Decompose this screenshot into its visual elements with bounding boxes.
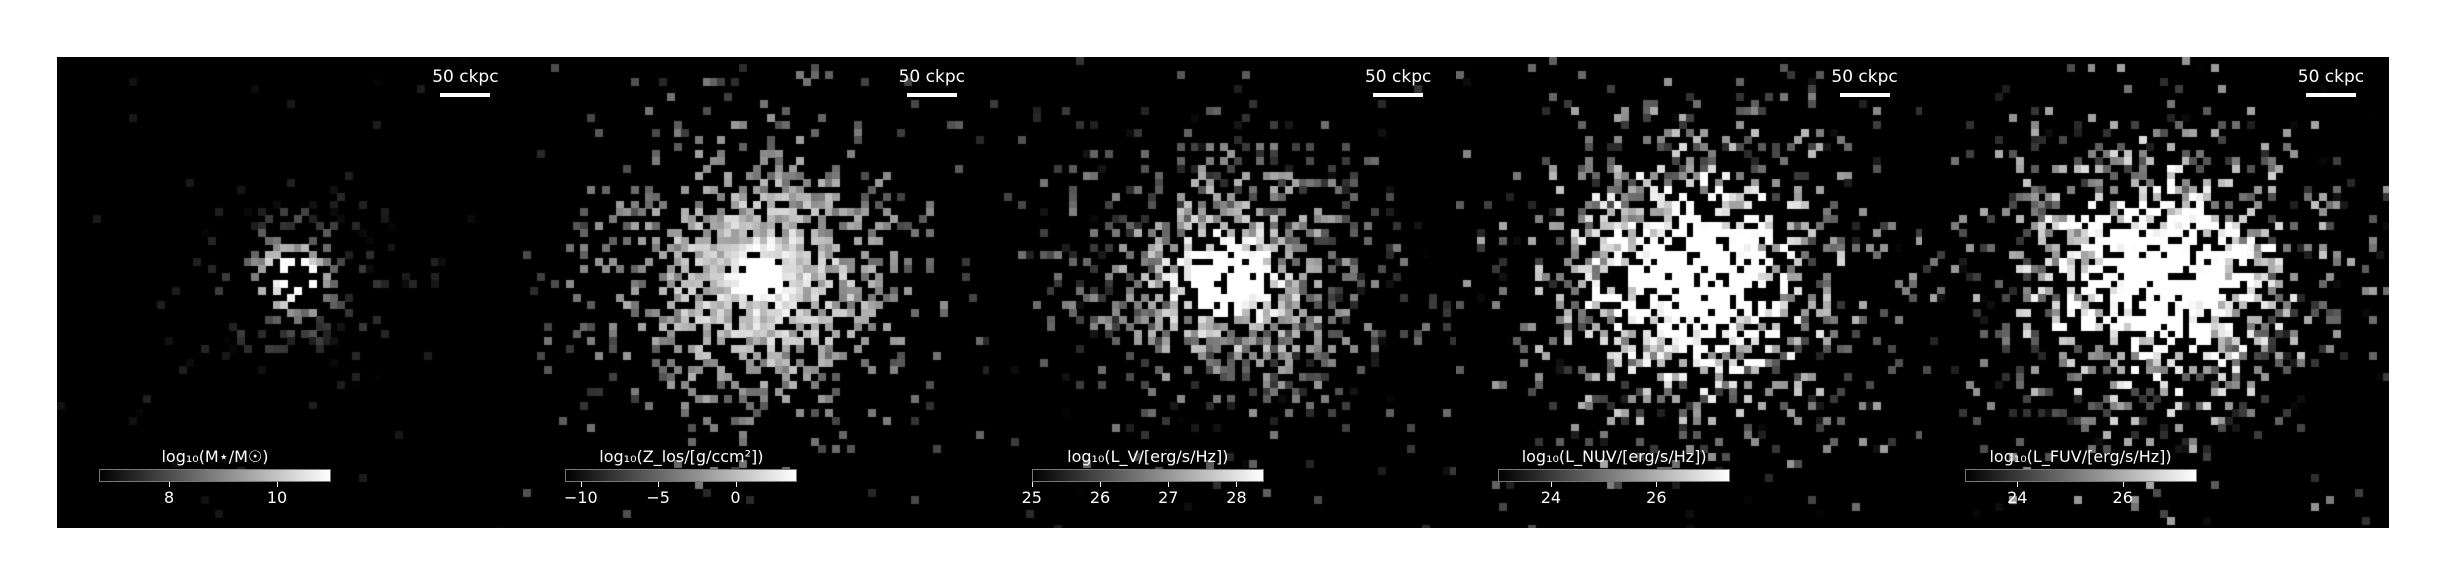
colorbar-tick bbox=[658, 482, 660, 487]
colorbar-ticks: 25 26 27 28 bbox=[1022, 482, 1264, 507]
colorbar-tick-label: −5 bbox=[646, 488, 670, 507]
colorbar-tick bbox=[169, 482, 171, 487]
scalebar-line bbox=[2305, 93, 2356, 97]
colorbar-tick bbox=[1031, 482, 1033, 487]
colorbar-tick-label: 24 bbox=[1540, 488, 1562, 507]
colorbar-tick bbox=[1100, 482, 1102, 487]
colorbar-tick bbox=[1236, 482, 1238, 487]
colorbar-tick bbox=[277, 482, 279, 487]
scalebar-label: 50 ckpc bbox=[898, 67, 965, 87]
scalebar: 50 ckpc bbox=[425, 67, 505, 97]
colorbar-ticks: 24 26 bbox=[1498, 482, 1730, 507]
colorbar-label: log₁₀(M⋆/M☉) bbox=[161, 447, 269, 466]
scalebar: 50 ckpc bbox=[1825, 67, 1905, 97]
scalebar: 50 ckpc bbox=[2291, 67, 2371, 97]
colorbar-ticks: −10 −5 0 bbox=[563, 482, 797, 507]
panel-stellar-mass: 50 ckpc log₁₀(M⋆/M☉) 8 10 bbox=[57, 57, 523, 528]
panel-metal-column: 50 ckpc log₁₀(Z_los/[g/ccm²]) −10 −5 0 bbox=[523, 57, 990, 528]
colorbar: log₁₀(L_NUV/[erg/s/Hz]) 24 26 bbox=[1498, 447, 1731, 507]
image-strip: 50 ckpc log₁₀(M⋆/M☉) 8 10 50 ckpc log₁₀(Z… bbox=[57, 57, 2389, 528]
scalebar-line bbox=[440, 93, 491, 97]
v-luminosity-map bbox=[989, 57, 1456, 528]
colorbar: log₁₀(L_V/[erg/s/Hz]) 25 26 27 28 bbox=[1022, 447, 1264, 507]
colorbar-tick bbox=[1550, 482, 1552, 487]
colorbar-tick-label: 26 bbox=[2112, 488, 2133, 507]
colorbar-label: log₁₀(L_V/[erg/s/Hz]) bbox=[1067, 447, 1229, 466]
colorbar-ticks: 24 26 bbox=[1965, 482, 2197, 507]
colorbar-tick-label: 26 bbox=[1089, 488, 1111, 507]
colorbar-tick-label: 8 bbox=[164, 488, 175, 507]
colorbar-gradient bbox=[1498, 469, 1731, 482]
colorbar-tick bbox=[1168, 482, 1170, 487]
fuv-luminosity-map bbox=[1922, 57, 2389, 528]
nuv-luminosity-map bbox=[1456, 57, 1923, 528]
colorbar-tick bbox=[1656, 482, 1658, 487]
scalebar: 50 ckpc bbox=[1358, 67, 1438, 97]
colorbar-tick-label: 25 bbox=[1021, 488, 1042, 507]
colorbar-tick-label: 10 bbox=[266, 488, 288, 507]
colorbar-tick-label: 0 bbox=[730, 488, 741, 507]
colorbar-tick-label: 28 bbox=[1226, 488, 1247, 507]
colorbar-label: log₁₀(L_NUV/[erg/s/Hz]) bbox=[1521, 447, 1707, 466]
scalebar-line bbox=[1373, 93, 1424, 97]
colorbar: log₁₀(Z_los/[g/ccm²]) −10 −5 0 bbox=[563, 447, 798, 507]
colorbar-tick-label: 27 bbox=[1158, 488, 1179, 507]
colorbar-tick-label: −10 bbox=[563, 488, 598, 507]
scalebar-label: 50 ckpc bbox=[1831, 67, 1898, 87]
colorbar-tick-label: 26 bbox=[1646, 488, 1667, 507]
scalebar-line bbox=[906, 93, 957, 97]
scalebar-label: 50 ckpc bbox=[432, 67, 499, 87]
colorbar-gradient bbox=[1031, 469, 1264, 482]
colorbar-label: log₁₀(Z_los/[g/ccm²]) bbox=[599, 447, 764, 466]
panel-v-luminosity: 50 ckpc log₁₀(L_V/[erg/s/Hz]) 25 26 27 28 bbox=[989, 57, 1456, 528]
panel-fuv-luminosity: 50 ckpc log₁₀(L_FUV/[erg/s/Hz]) 24 26 bbox=[1922, 57, 2389, 528]
colorbar-gradient bbox=[1964, 469, 2197, 482]
colorbar-ticks: 8 10 bbox=[99, 482, 331, 507]
metal-column-map bbox=[523, 57, 990, 528]
panel-nuv-luminosity: 50 ckpc log₁₀(L_NUV/[erg/s/Hz]) 24 26 bbox=[1456, 57, 1923, 528]
scalebar-label: 50 ckpc bbox=[1364, 67, 1432, 87]
stellar-mass-map bbox=[57, 57, 523, 528]
colorbar-tick bbox=[2122, 482, 2124, 487]
colorbar-tick bbox=[2017, 482, 2019, 487]
colorbar-tick-label: 24 bbox=[2007, 488, 2028, 507]
scalebar: 50 ckpc bbox=[892, 67, 972, 97]
scalebar-line bbox=[1839, 93, 1890, 97]
scalebar-label: 50 ckpc bbox=[2297, 67, 2365, 87]
colorbar: log₁₀(L_FUV/[erg/s/Hz]) 24 26 bbox=[1964, 447, 2197, 507]
colorbar-tick bbox=[735, 482, 737, 487]
colorbar-label: log₁₀(L_FUV/[erg/s/Hz]) bbox=[1989, 447, 2172, 466]
colorbar-gradient bbox=[565, 469, 798, 482]
colorbar: log₁₀(M⋆/M☉) 8 10 bbox=[99, 447, 331, 507]
colorbar-tick bbox=[580, 482, 582, 487]
colorbar-gradient bbox=[99, 469, 331, 482]
